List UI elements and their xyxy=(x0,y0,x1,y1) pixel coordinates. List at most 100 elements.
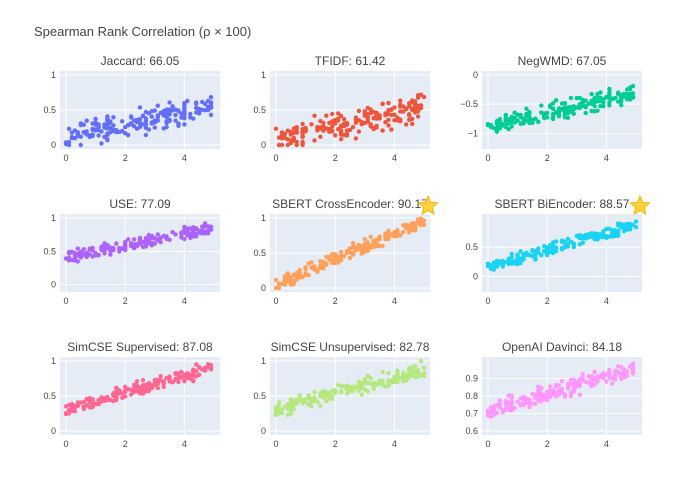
data-point xyxy=(624,373,630,379)
data-point xyxy=(616,90,621,95)
data-point xyxy=(559,247,565,252)
data-point xyxy=(418,221,424,227)
data-point xyxy=(102,124,107,129)
data-point xyxy=(559,386,565,392)
data-point xyxy=(279,410,285,416)
data-point xyxy=(173,118,178,123)
data-point xyxy=(338,137,344,142)
subplot: SimCSE Supervised: 87.08 0 2 4 0 0.5 1 xyxy=(43,340,220,449)
data-point xyxy=(294,401,299,406)
data-point xyxy=(309,122,314,127)
data-point xyxy=(338,128,344,133)
data-point xyxy=(548,384,553,389)
data-point xyxy=(368,243,373,249)
scatter-points xyxy=(63,362,214,417)
data-point xyxy=(398,233,403,238)
data-point xyxy=(128,121,134,126)
data-point xyxy=(333,133,338,138)
data-point xyxy=(383,236,388,241)
data-point xyxy=(294,273,299,279)
subplot-grid: Jaccard: 66.05 0 2 4 0 0.5 1 TFIDF: 61.42 0 2 4 0 0.… xyxy=(43,54,651,449)
y-tick-label: 1 xyxy=(261,70,266,80)
data-point xyxy=(527,397,532,402)
data-point xyxy=(368,234,373,240)
data-point xyxy=(338,389,344,395)
data-point xyxy=(533,248,538,254)
data-point xyxy=(321,124,326,129)
data-point xyxy=(589,108,594,114)
subplot: USE: 77.09 0 2 4 0 0.5 1 xyxy=(43,197,220,306)
data-point xyxy=(536,119,541,125)
data-point xyxy=(559,239,565,245)
data-point xyxy=(123,244,128,250)
data-point xyxy=(330,111,335,117)
y-tick-label: 1 xyxy=(51,70,56,80)
data-point xyxy=(627,221,633,227)
data-point xyxy=(188,231,193,236)
data-point xyxy=(111,248,116,253)
data-point xyxy=(509,255,514,260)
data-point xyxy=(288,140,293,146)
data-point xyxy=(545,110,550,116)
data-point xyxy=(188,115,193,120)
data-point xyxy=(530,117,535,123)
y-tick-label: 0.7 xyxy=(465,409,478,419)
data-point xyxy=(412,370,418,375)
data-point xyxy=(191,373,196,378)
data-point xyxy=(134,388,140,394)
x-tick-label: 0 xyxy=(273,153,278,163)
data-point xyxy=(565,381,571,386)
data-point xyxy=(589,381,594,387)
data-point xyxy=(401,109,406,114)
data-point xyxy=(627,86,633,92)
data-point xyxy=(93,122,98,127)
data-point xyxy=(102,396,107,401)
data-point xyxy=(415,103,421,109)
scatter-points xyxy=(485,361,636,419)
data-point xyxy=(84,253,89,259)
data-point xyxy=(515,118,520,123)
data-point xyxy=(137,105,143,110)
data-point xyxy=(509,407,514,412)
data-point xyxy=(627,364,633,369)
y-tick-label: 0 xyxy=(51,140,56,150)
data-point xyxy=(368,110,373,116)
data-point xyxy=(90,132,95,137)
data-point xyxy=(338,249,344,255)
data-point xyxy=(518,112,523,118)
subplot-title: SimCSE Unsupervised: 82.78 xyxy=(271,340,430,354)
data-point xyxy=(324,113,329,118)
data-point xyxy=(81,399,87,405)
data-point xyxy=(96,125,101,130)
data-point xyxy=(607,86,612,92)
data-point xyxy=(99,399,104,404)
data-point xyxy=(488,409,494,415)
y-tick-label: 1 xyxy=(51,213,56,223)
data-point xyxy=(72,409,78,414)
data-point xyxy=(81,406,87,412)
data-point xyxy=(69,134,75,140)
data-point xyxy=(75,259,81,264)
x-tick-label: 0 xyxy=(273,439,278,449)
data-point xyxy=(182,107,187,113)
x-tick-label: 0 xyxy=(485,153,490,163)
data-point xyxy=(509,116,514,121)
data-point xyxy=(539,399,544,404)
data-point xyxy=(321,259,326,265)
data-point xyxy=(202,224,208,229)
data-point xyxy=(548,103,553,109)
data-point xyxy=(515,257,520,263)
data-point xyxy=(303,266,308,272)
data-point xyxy=(347,246,353,251)
data-point xyxy=(412,228,418,233)
data-point xyxy=(197,108,202,113)
data-point xyxy=(589,91,594,97)
x-tick-label: 2 xyxy=(333,439,338,449)
data-point xyxy=(149,383,154,388)
x-tick-label: 2 xyxy=(333,296,338,306)
subplot: TFIDF: 61.42 0 2 4 0 0.5 1 xyxy=(253,54,430,163)
x-tick-label: 2 xyxy=(545,153,550,163)
data-point xyxy=(407,104,412,109)
x-tick-label: 4 xyxy=(182,439,187,449)
data-point xyxy=(619,103,624,108)
